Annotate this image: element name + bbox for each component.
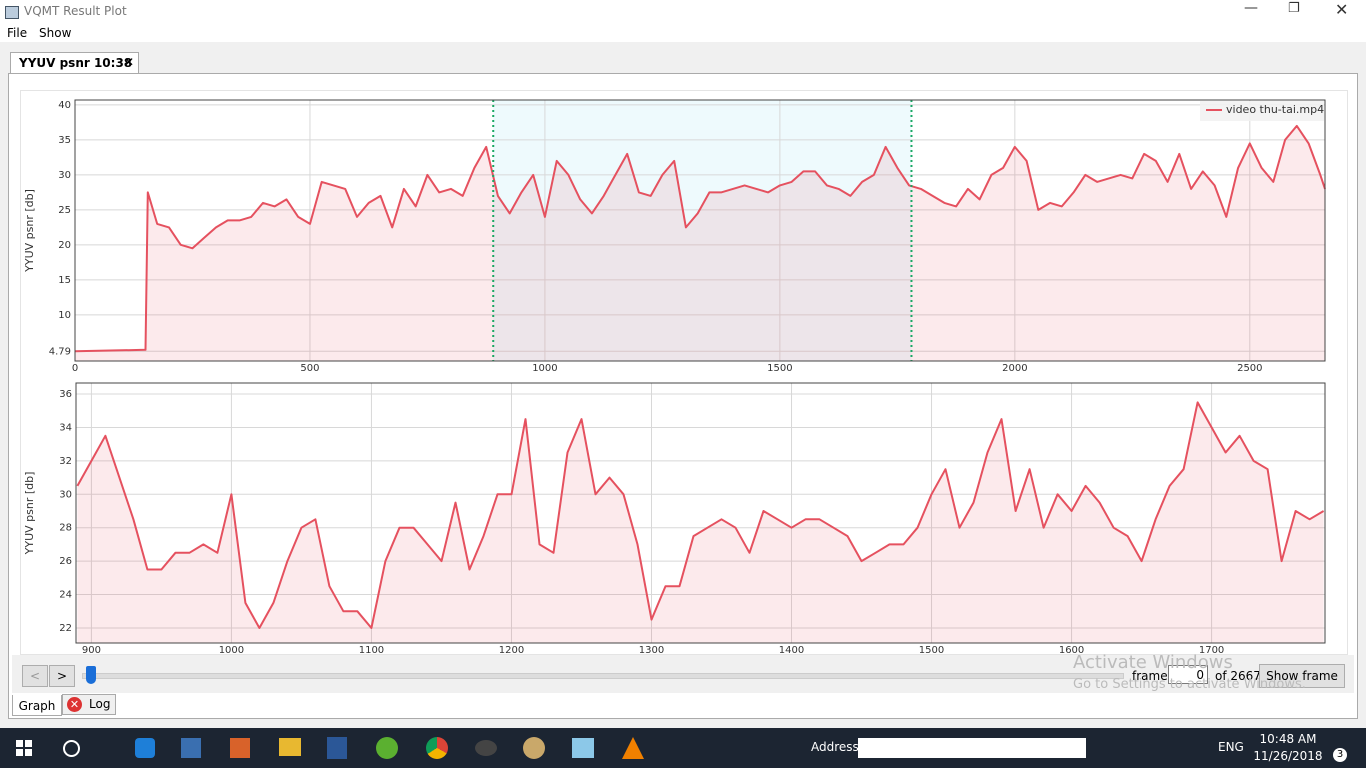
explorer-icon[interactable] [279, 738, 301, 756]
prev-button[interactable]: < [22, 665, 48, 687]
maximize[interactable]: ❐ [1288, 1, 1300, 16]
graph-tab[interactable]: Graph [12, 695, 62, 716]
matlab-icon[interactable] [230, 738, 250, 758]
taskbar: Address ENG 10:48 AM 11/26/2018 3 [0, 728, 1366, 768]
word-icon[interactable] [327, 737, 347, 759]
show-frame-button[interactable]: Show frame [1259, 664, 1345, 688]
error-icon: ✕ [67, 697, 82, 712]
tab-label: YYUV psnr 10:38 [19, 56, 133, 70]
address-label: Address [811, 740, 859, 754]
menu-item[interactable]: File [7, 26, 28, 40]
app-icon[interactable] [475, 740, 497, 756]
edge-icon[interactable] [135, 738, 155, 758]
menu-item[interactable]: Show [39, 26, 72, 40]
clock-time[interactable]: 10:48 AM [1259, 732, 1317, 746]
vlc-icon[interactable] [622, 737, 644, 759]
control-bar: < > frame 0 of 2667 Show frame [12, 655, 1354, 693]
chart-panel [20, 90, 1348, 655]
watermark-title: Activate Windows [1073, 652, 1233, 673]
address-input[interactable] [858, 738, 1086, 758]
window-title: VQMT Result Plot [24, 4, 127, 18]
menu-bar: File Show [0, 24, 1366, 42]
frame-label: frame [1132, 669, 1168, 683]
log-tab[interactable]: ✕ Log [62, 694, 116, 715]
frame-total: of 2667 [1215, 669, 1261, 683]
log-tab-label: Log [89, 697, 111, 711]
notification-badge[interactable]: 3 [1333, 748, 1347, 762]
language[interactable]: ENG [1218, 740, 1244, 754]
app-icon[interactable] [572, 738, 594, 758]
minimize[interactable]: — [1244, 0, 1258, 16]
app-icon [5, 6, 19, 19]
app-icon[interactable] [376, 737, 398, 759]
close[interactable]: ✕ [1335, 0, 1349, 19]
chrome-icon[interactable] [426, 737, 448, 759]
search-button[interactable] [63, 740, 80, 757]
slider-track [82, 673, 1124, 679]
store-icon[interactable] [181, 738, 201, 758]
paint-icon[interactable] [523, 737, 545, 759]
next-button[interactable]: > [49, 665, 75, 687]
slider-thumb[interactable] [86, 666, 96, 684]
clock-date[interactable]: 11/26/2018 [1253, 749, 1323, 763]
title-bar: VQMT Result Plot — ❐ ✕ [0, 0, 1366, 24]
tab-close[interactable]: ✕ [124, 55, 135, 69]
start-button[interactable] [16, 740, 32, 756]
frame-input[interactable]: 0 [1168, 665, 1208, 684]
watermark-text: Go to Settings to activate Windows. [1073, 677, 1306, 692]
document-tab[interactable]: YYUV psnr 10:38 ✕ [10, 52, 139, 74]
